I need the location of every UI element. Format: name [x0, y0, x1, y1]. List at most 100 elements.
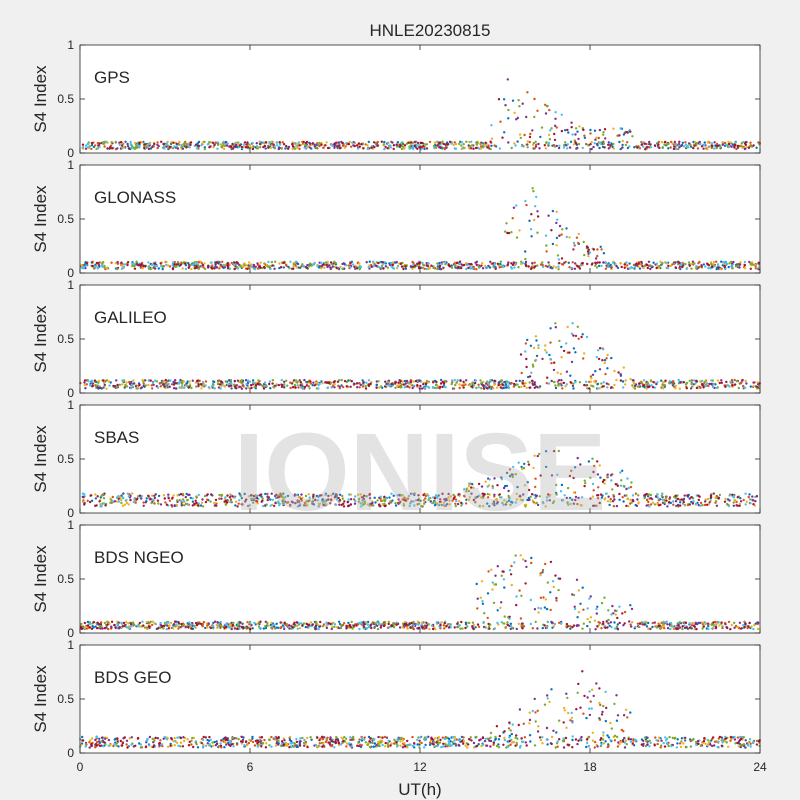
data-point — [190, 267, 193, 271]
data-point — [185, 143, 188, 146]
data-point — [691, 385, 694, 388]
data-point — [756, 381, 759, 384]
data-point — [414, 379, 418, 383]
data-point — [495, 386, 499, 389]
data-point — [263, 381, 267, 384]
data-point — [347, 621, 350, 625]
data-point — [479, 142, 482, 146]
data-point — [399, 143, 402, 147]
data-point — [147, 494, 150, 497]
data-point — [703, 503, 707, 507]
data-point — [539, 574, 542, 577]
data-point — [595, 142, 599, 146]
data-point — [633, 266, 637, 269]
data-point — [613, 621, 616, 624]
data-point — [373, 626, 376, 630]
data-point — [720, 260, 723, 263]
data-point — [519, 353, 523, 356]
data-point — [517, 266, 520, 269]
data-point — [172, 627, 175, 630]
data-point — [569, 381, 572, 384]
data-point — [532, 190, 535, 193]
data-point — [249, 384, 253, 387]
data-point — [425, 143, 429, 146]
data-point — [521, 558, 525, 561]
data-point — [606, 500, 610, 503]
data-point — [552, 625, 556, 628]
data-point — [614, 613, 617, 616]
data-point — [270, 140, 273, 144]
data-point — [402, 267, 405, 271]
data-point — [422, 383, 425, 386]
data-point — [622, 386, 625, 389]
data-point — [210, 261, 213, 264]
data-point — [240, 379, 243, 382]
data-point — [558, 261, 561, 265]
data-point — [163, 497, 166, 500]
data-point — [685, 267, 688, 271]
data-point — [484, 626, 487, 629]
data-point — [525, 365, 528, 369]
data-point — [223, 144, 226, 147]
data-point — [299, 381, 302, 384]
data-point — [545, 250, 548, 253]
data-point — [597, 136, 600, 140]
data-point — [365, 261, 368, 264]
data-point — [666, 627, 670, 630]
data-point — [642, 384, 645, 387]
data-point — [432, 266, 435, 270]
data-point — [577, 142, 581, 146]
data-point — [233, 627, 237, 630]
data-point — [185, 499, 189, 502]
data-point — [485, 382, 488, 385]
data-point — [586, 262, 589, 266]
data-point — [680, 144, 683, 147]
data-point — [557, 258, 561, 261]
data-point — [214, 501, 217, 505]
data-point — [474, 626, 477, 629]
data-point — [600, 248, 603, 251]
data-point — [603, 359, 607, 362]
data-point — [554, 117, 557, 121]
data-point — [586, 387, 589, 390]
data-point — [345, 264, 348, 267]
data-point — [674, 143, 677, 146]
data-point — [539, 135, 542, 139]
data-point — [173, 263, 176, 266]
data-point — [348, 140, 351, 144]
data-point — [672, 380, 675, 383]
data-point — [531, 262, 534, 265]
data-point — [669, 146, 672, 149]
data-point — [606, 265, 610, 269]
data-point — [609, 263, 612, 267]
data-point — [621, 139, 624, 143]
data-point — [537, 611, 540, 614]
data-point — [121, 496, 125, 499]
data-point — [628, 262, 631, 265]
data-point — [268, 380, 272, 383]
data-point — [554, 322, 557, 325]
data-point — [493, 379, 497, 383]
data-point — [707, 145, 711, 148]
data-point — [702, 263, 705, 266]
data-point — [533, 381, 536, 384]
data-point — [221, 260, 224, 263]
data-point — [603, 596, 606, 599]
data-point — [298, 144, 301, 147]
data-point — [752, 503, 755, 506]
axes-background — [80, 45, 760, 153]
data-point — [178, 140, 181, 144]
data-point — [406, 627, 409, 630]
data-point — [195, 264, 198, 267]
data-point — [604, 137, 607, 140]
data-point — [555, 236, 559, 240]
data-point — [126, 263, 129, 267]
data-point — [645, 504, 648, 507]
data-point — [179, 263, 182, 266]
data-point — [121, 379, 124, 382]
data-point — [626, 267, 630, 270]
data-point — [286, 384, 289, 387]
data-point — [642, 379, 646, 382]
data-point — [151, 381, 155, 385]
data-point — [244, 626, 247, 629]
